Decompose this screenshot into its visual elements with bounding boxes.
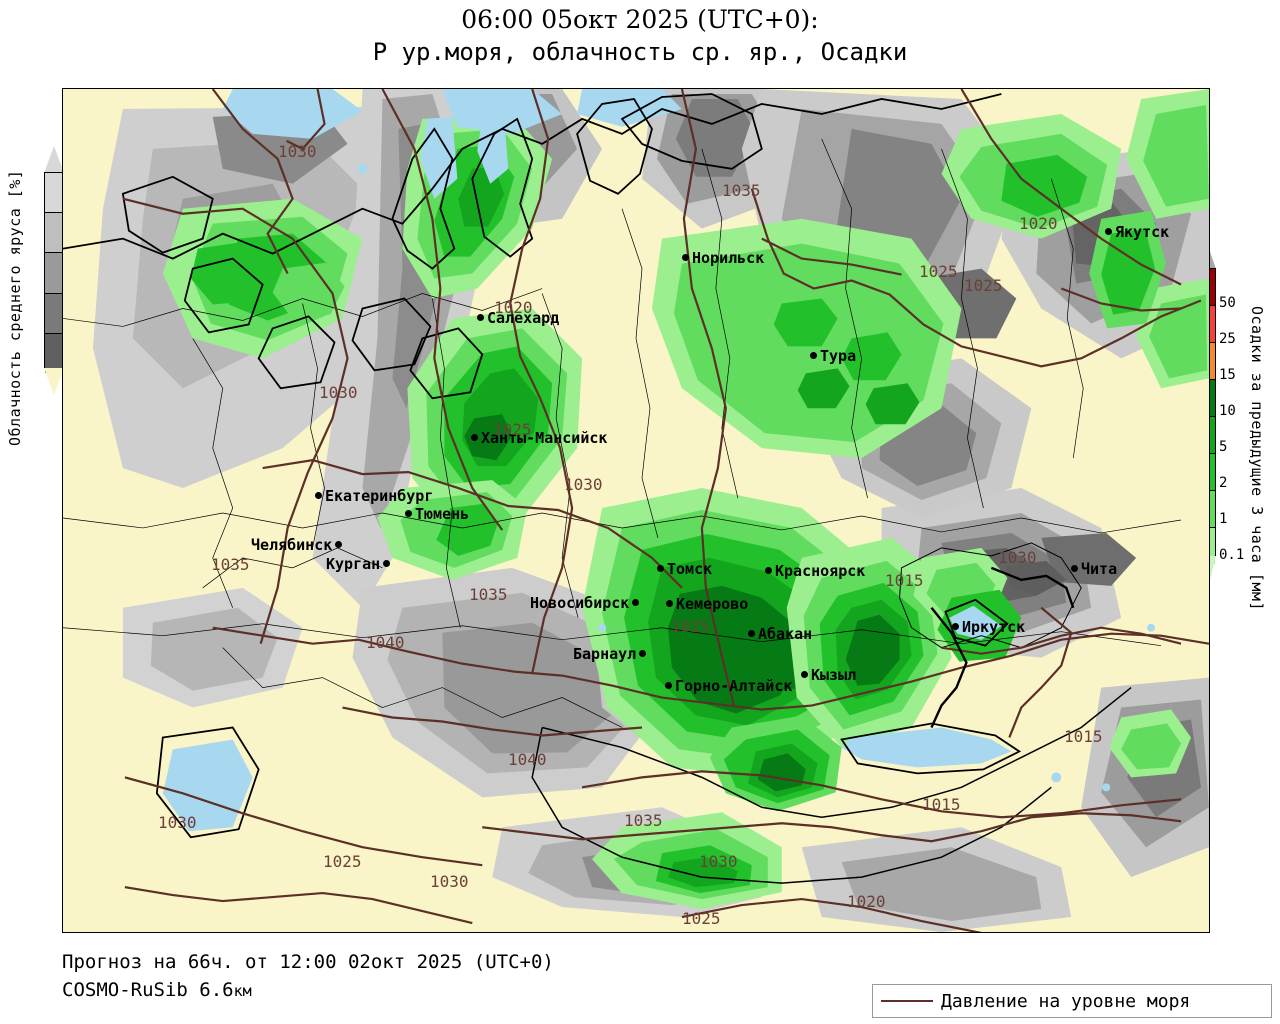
isobar-label: 1030 [278, 142, 317, 161]
precip-colorbar-tick: 2 [1219, 475, 1228, 491]
isobar-label: 1030 [998, 548, 1037, 567]
isobar-label: 1025 [964, 276, 1003, 295]
isobar-label: 1015 [885, 571, 924, 590]
isobar-label: 1020 [1019, 214, 1058, 233]
isobar-label: 1020 [847, 892, 886, 911]
pressure-legend-label: Давление на уровне моря [941, 990, 1191, 1012]
isobar-label: 1035 [722, 181, 761, 200]
precip-colorbar-tick: 1 [1219, 511, 1228, 527]
city-label: Якутск [1105, 225, 1169, 240]
city-label: Горно-Алтайск [665, 679, 792, 694]
precip-colorbar-tick: 10 [1219, 403, 1236, 419]
model-info: COSMO-RuSib 6.6км [62, 976, 554, 1005]
city-label: Красноярск [765, 564, 865, 579]
city-label: Курган [326, 557, 391, 572]
isobar-label: 1030 [699, 852, 738, 871]
map-canvas [63, 89, 1209, 932]
cloud-colorbar-over-arrow [44, 146, 64, 173]
model-resolution-unit: км [233, 982, 252, 1000]
isobar-label: 1040 [366, 633, 405, 652]
city-label: Норильск [682, 251, 764, 266]
city-label: Кемерово [666, 597, 748, 612]
cloud-colorbar-segment [45, 173, 63, 214]
isobar-label: 1030 [158, 813, 197, 832]
city-label: Челябинск [251, 538, 343, 553]
isobar-label: 1040 [508, 750, 547, 769]
city-label: Салехард [477, 311, 559, 326]
cloud-colorbar-segment [45, 333, 63, 373]
isobar-label: 1025 [682, 909, 721, 928]
page-title: 06:00 05окт 2025 (UTC+0): P ур.моря, обл… [0, 4, 1280, 68]
city-label: Кызыл [801, 668, 856, 683]
isobar-label: 1025 [323, 852, 362, 871]
pressure-line-icon [881, 1000, 933, 1002]
title-line-datetime: 06:00 05окт 2025 (UTC+0): [461, 5, 819, 34]
cloud-colorbar-segments [44, 172, 64, 373]
isobar-label: 1030 [319, 383, 358, 402]
city-label: Тура [810, 349, 856, 364]
title-line-fields: P ур.моря, облачность ср. яр., Осадки [372, 38, 908, 66]
precip-colorbar-axis-label: Осадки за предыдущие 3 часа [мм] [1248, 305, 1266, 611]
precip-colorbar-tick: 50 [1219, 295, 1236, 311]
city-label: Чита [1071, 562, 1117, 577]
city-label: Абакан [748, 627, 812, 642]
coastline-overlay [930, 566, 1075, 728]
isobar-label: 1035 [624, 811, 663, 830]
cloud-colorbar-segment [45, 293, 63, 334]
cloud-colorbar-under-arrow [44, 368, 64, 395]
city-label: Екатеринбург [315, 489, 433, 504]
cloud-colorbar-segment [45, 213, 63, 254]
isobar-layer [122, 89, 1209, 932]
isobar-label: 1020 [494, 298, 533, 317]
isobar-label: 1035 [211, 555, 250, 574]
pressure-legend: Давление на уровне моря [872, 984, 1272, 1018]
precip-colorbar-tick: 25 [1219, 331, 1236, 347]
weather-map[interactable]: Якутск Норильск Салехард Тура Ханты-Мансийск… [62, 88, 1210, 933]
isobar-label: 1030 [564, 475, 603, 494]
isobar-label: 1015 [922, 795, 961, 814]
city-label: Тюмень [405, 507, 469, 522]
model-name: COSMO-RuSib 6.6 [62, 979, 234, 1001]
isobar-label: 1030 [430, 872, 469, 891]
isobar-label: 1025 [919, 262, 958, 281]
city-label: Ханты-Мансийск [471, 431, 607, 446]
precip-colorbar-tick: 15 [1219, 367, 1236, 383]
cloud-colorbar-axis-label: Облачность среднего яруса [%] [6, 169, 24, 447]
cloud-colorbar: 9070503010 [44, 146, 83, 396]
city-label: Барнаул [573, 647, 647, 662]
city-label: Томск [657, 562, 712, 577]
water-layer [162, 89, 1156, 832]
precip-colorbar-tick: 0.1 [1219, 547, 1245, 563]
city-label: Иркутск [952, 620, 1025, 635]
city-label: Новосибирск [530, 596, 640, 611]
isobar-label: 1035 [469, 585, 508, 604]
isobar-label: 1025 [671, 617, 710, 636]
forecast-info: Прогноз на 66ч. от 12:00 02окт 2025 (UTC… [62, 951, 554, 973]
cloud-colorbar-segment [45, 253, 63, 294]
region-borders-layer [63, 93, 1182, 884]
isobar-label: 1015 [1064, 727, 1103, 746]
precip-colorbar-tick: 5 [1219, 439, 1228, 455]
isobar-label: 1025 [493, 420, 532, 439]
footer: Прогноз на 66ч. от 12:00 02окт 2025 (UTC… [62, 948, 554, 1005]
